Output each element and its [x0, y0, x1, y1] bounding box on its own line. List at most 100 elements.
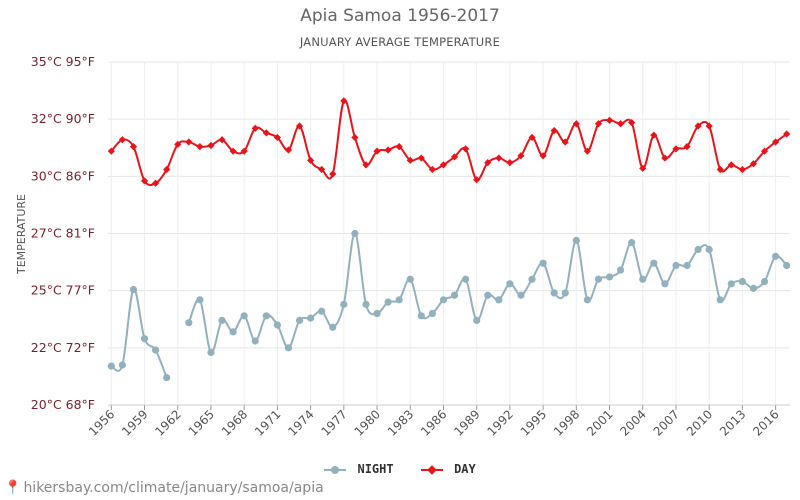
- data-point-night[interactable]: [340, 300, 348, 308]
- data-point-day[interactable]: [351, 133, 359, 142]
- data-point-day[interactable]: [738, 165, 746, 174]
- data-point-night[interactable]: [484, 291, 492, 299]
- data-point-day[interactable]: [262, 129, 270, 137]
- data-point-night[interactable]: [362, 300, 370, 308]
- data-point-day[interactable]: [218, 136, 226, 144]
- data-point-day[interactable]: [683, 143, 691, 151]
- data-point-day[interactable]: [140, 177, 149, 185]
- data-point-night[interactable]: [273, 321, 281, 329]
- data-point-night[interactable]: [318, 307, 326, 315]
- data-point-day[interactable]: [760, 147, 769, 155]
- data-point-night[interactable]: [406, 275, 414, 283]
- data-point-night[interactable]: [572, 236, 580, 244]
- legend-item-day[interactable]: DAY: [420, 462, 476, 476]
- data-point-night[interactable]: [284, 344, 293, 352]
- data-point-day[interactable]: [185, 138, 193, 146]
- data-point-night[interactable]: [262, 312, 270, 320]
- data-point-night[interactable]: [650, 259, 658, 267]
- data-point-day[interactable]: [462, 145, 470, 153]
- data-point-day[interactable]: [772, 138, 780, 146]
- data-point-day[interactable]: [539, 152, 547, 160]
- data-point-day[interactable]: [517, 152, 525, 160]
- data-point-night[interactable]: [705, 245, 713, 254]
- data-point-night[interactable]: [683, 261, 691, 270]
- data-point-day[interactable]: [439, 161, 448, 169]
- data-point-night[interactable]: [129, 285, 138, 294]
- data-point-night[interactable]: [617, 266, 625, 274]
- data-point-day[interactable]: [727, 161, 735, 169]
- data-point-night[interactable]: [229, 328, 237, 336]
- data-point-night[interactable]: [417, 312, 425, 320]
- data-point-day[interactable]: [506, 159, 514, 167]
- data-point-day[interactable]: [783, 130, 791, 138]
- data-point-night[interactable]: [118, 361, 126, 369]
- data-point-day[interactable]: [318, 165, 326, 174]
- data-point-day[interactable]: [484, 159, 492, 167]
- data-point-night[interactable]: [506, 280, 514, 288]
- data-point-night[interactable]: [373, 309, 381, 318]
- data-point-night[interactable]: [450, 291, 459, 299]
- data-point-night[interactable]: [672, 261, 680, 270]
- data-point-day[interactable]: [417, 154, 425, 162]
- data-point-day[interactable]: [650, 131, 658, 139]
- data-point-day[interactable]: [273, 133, 281, 142]
- data-point-night[interactable]: [107, 362, 115, 370]
- data-point-night[interactable]: [462, 275, 470, 283]
- data-point-night[interactable]: [738, 277, 746, 286]
- data-point-day[interactable]: [628, 118, 636, 127]
- data-point-day[interactable]: [716, 165, 724, 174]
- data-point-day[interactable]: [362, 161, 370, 169]
- data-point-night[interactable]: [561, 289, 569, 297]
- data-point-night[interactable]: [594, 275, 603, 283]
- data-point-day[interactable]: [395, 143, 403, 151]
- data-point-night[interactable]: [152, 346, 160, 354]
- data-point-night[interactable]: [528, 275, 536, 283]
- data-point-day[interactable]: [384, 146, 392, 154]
- data-point-day[interactable]: [473, 176, 481, 184]
- data-point-night[interactable]: [783, 261, 791, 270]
- data-point-night[interactable]: [163, 373, 171, 382]
- data-point-night[interactable]: [251, 337, 259, 345]
- source-link[interactable]: hikersbay.com/climate/january/samoa/apia: [23, 480, 324, 496]
- data-point-day[interactable]: [329, 170, 337, 178]
- data-point-night[interactable]: [716, 296, 724, 304]
- data-point-day[interactable]: [583, 147, 591, 155]
- data-point-night[interactable]: [428, 309, 436, 318]
- data-point-night[interactable]: [207, 348, 215, 357]
- data-point-day[interactable]: [373, 147, 381, 155]
- data-point-night[interactable]: [661, 280, 669, 288]
- data-point-day[interactable]: [295, 122, 304, 130]
- data-point-day[interactable]: [605, 116, 614, 124]
- data-point-day[interactable]: [240, 147, 248, 155]
- data-point-day[interactable]: [495, 154, 503, 162]
- data-point-day[interactable]: [406, 156, 414, 164]
- source-credit[interactable]: 📍 hikersbay.com/climate/january/samoa/api…: [4, 480, 324, 496]
- data-point-day[interactable]: [107, 147, 115, 155]
- data-point-night[interactable]: [351, 229, 359, 238]
- data-point-day[interactable]: [749, 160, 758, 168]
- data-point-day[interactable]: [229, 147, 237, 155]
- data-point-day[interactable]: [284, 146, 293, 154]
- data-point-day[interactable]: [550, 127, 558, 135]
- data-point-day[interactable]: [428, 165, 436, 174]
- data-point-night[interactable]: [473, 316, 481, 324]
- data-point-day[interactable]: [561, 138, 569, 146]
- data-point-day[interactable]: [129, 143, 138, 151]
- data-point-night[interactable]: [439, 296, 448, 304]
- data-point-night[interactable]: [395, 296, 403, 304]
- data-point-day[interactable]: [572, 120, 580, 128]
- data-point-night[interactable]: [295, 316, 304, 324]
- data-point-night[interactable]: [240, 312, 248, 320]
- data-point-night[interactable]: [583, 296, 591, 304]
- data-point-night[interactable]: [749, 284, 758, 292]
- data-point-day[interactable]: [163, 165, 171, 174]
- data-point-night[interactable]: [727, 280, 735, 288]
- data-point-night[interactable]: [772, 252, 780, 260]
- data-point-day[interactable]: [617, 120, 625, 128]
- data-point-day[interactable]: [639, 164, 647, 172]
- data-point-night[interactable]: [307, 314, 315, 322]
- data-point-night[interactable]: [539, 259, 547, 267]
- data-point-day[interactable]: [661, 154, 669, 162]
- data-point-day[interactable]: [340, 97, 348, 105]
- data-point-day[interactable]: [672, 145, 680, 153]
